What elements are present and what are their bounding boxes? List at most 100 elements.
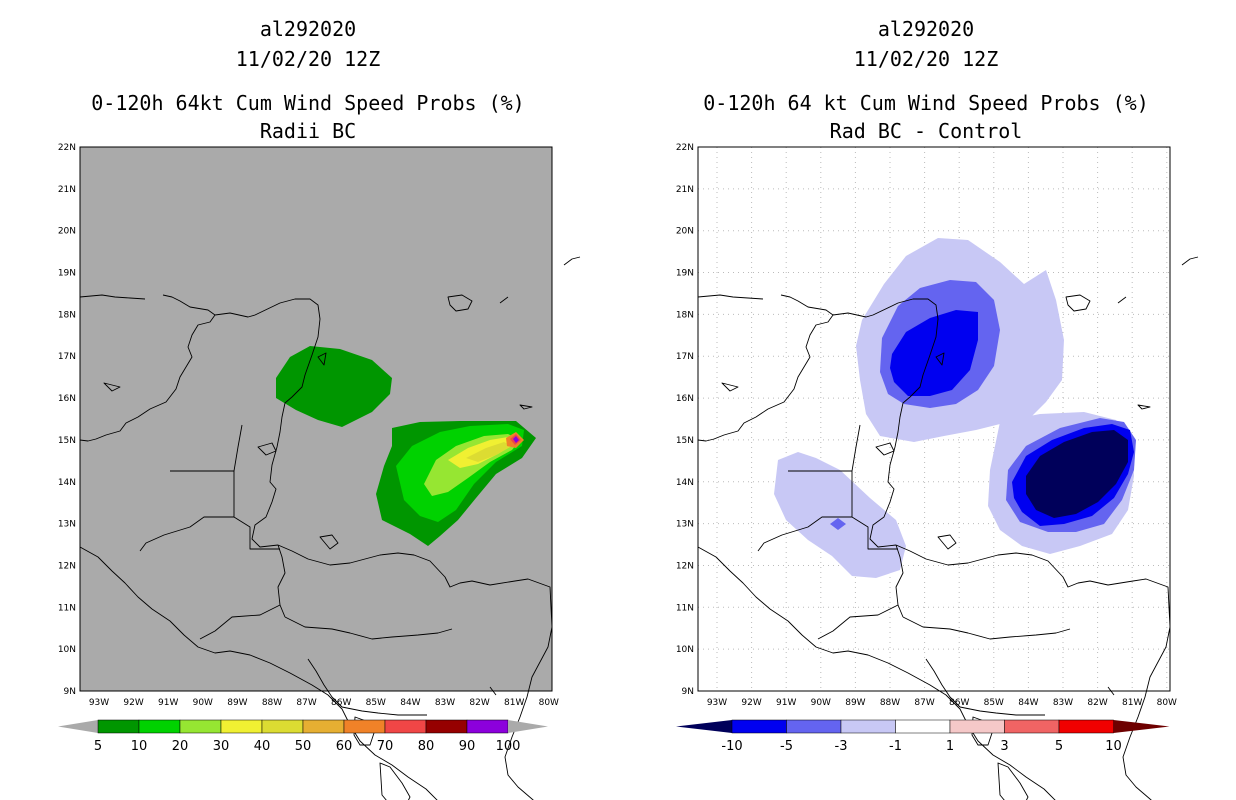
left-colorbar-swatch (343, 719, 386, 734)
right-contour-light-west (774, 452, 906, 578)
right-lon-label: 89W (845, 698, 865, 708)
left-lat-label: 17N (58, 352, 76, 362)
right-lat-label: 16N (676, 394, 694, 404)
left-lat-label: 14N (58, 478, 76, 488)
right-colorbar-swatch (949, 719, 1005, 734)
left-lat-label: 12N (58, 561, 76, 571)
right-lat-label: 22N (676, 143, 694, 153)
left-colorbar-label: 10 (131, 739, 148, 754)
right-lat-label: 15N (676, 436, 694, 446)
left-contour-100pct (513, 436, 519, 443)
right-lat-labels: 22N 21N 20N 19N 18N 17N 16N 15N 14N 13N 12N 11N 10N 9… (676, 143, 694, 697)
left-contour-40pct (466, 442, 512, 462)
right-colorbar-swatch (1004, 719, 1060, 734)
left-lon-label: 89W (227, 698, 247, 708)
right-lon-label: 86W (949, 698, 969, 708)
left-title-subtitle: Radii BC (260, 119, 356, 143)
right-lat-label: 17N (676, 352, 694, 362)
right-colorbar-label: 3 (1000, 739, 1008, 754)
left-colorbar-label: 70 (377, 739, 394, 754)
left-colorbar-swatch (425, 719, 468, 734)
left-lat-label: 20N (58, 227, 76, 237)
left-lat-label: 9N (64, 687, 76, 697)
right-lon-label: 90W (811, 698, 831, 708)
right-title-date: 11/02/20 12Z (854, 47, 999, 71)
left-lon-label: 80W (539, 698, 559, 708)
left-colorbar-label: 50 (295, 739, 312, 754)
right-lon-label: 83W (1053, 698, 1073, 708)
left-lon-label: 92W (123, 698, 143, 708)
left-lon-label: 93W (89, 698, 109, 708)
right-colorbar-swatch (895, 719, 951, 734)
right-map (697, 146, 1199, 800)
right-lat-label: 10N (676, 645, 694, 655)
left-lat-label: 13N (58, 520, 76, 530)
right-colorbar-label: 10 (1105, 739, 1122, 754)
right-lat-label: 9N (682, 687, 694, 697)
left-map-frame (79, 146, 553, 692)
right-map-frame (697, 146, 1171, 692)
left-colorbar-label: 5 (94, 739, 102, 754)
right-colorbar-label: -1 (889, 739, 902, 754)
right-colorbar-label: -3 (835, 739, 848, 754)
left-lat-label: 22N (58, 143, 76, 153)
left-lat-label: 19N (58, 269, 76, 279)
left-lat-labels: 22N 21N 20N 19N 18N 17N 16N 15N 14N 13N 12N 11N 10N 9… (58, 143, 76, 697)
right-lon-label: 87W (914, 698, 934, 708)
left-colorbar-label: 60 (336, 739, 353, 754)
left-lon-label: 82W (469, 698, 489, 708)
right-lat-label: 21N (676, 185, 694, 195)
left-colorbar-label: 30 (213, 739, 230, 754)
left-lon-label: 91W (158, 698, 178, 708)
right-lat-label: 20N (676, 227, 694, 237)
left-colorbar-label: 90 (459, 739, 476, 754)
left-lon-label: 86W (331, 698, 351, 708)
left-colorbar-label: 20 (172, 739, 189, 754)
left-lat-label: 18N (58, 310, 76, 320)
right-lon-label: 93W (707, 698, 727, 708)
left-lat-label: 21N (58, 185, 76, 195)
right-colorbar-label: -10 (721, 739, 742, 754)
right-contour-medium-dot (830, 518, 846, 530)
left-colorbar-high-arrow (508, 720, 548, 733)
right-title-subtitle: Rad BC - Control (830, 119, 1023, 143)
left-colorbar: 5 10 20 30 40 50 60 70 80 90 100 (58, 719, 548, 754)
right-lon-label: 82W (1087, 698, 1107, 708)
right-lat-label: 19N (676, 269, 694, 279)
left-colorbar-low-arrow (58, 720, 98, 733)
right-colorbar-swatch (840, 719, 896, 734)
left-lat-label: 16N (58, 394, 76, 404)
left-colorbar-swatch (384, 719, 427, 734)
right-colorbar-high-arrow (1113, 720, 1170, 733)
right-lat-label: 11N (676, 603, 694, 613)
right-lon-label: 85W (984, 698, 1004, 708)
right-title-storm: al292020 (878, 17, 974, 41)
left-panel: al292020 11/02/20 12Z 0-120h 64kt Cum Wi… (58, 17, 581, 800)
right-panel: al292020 11/02/20 12Z 0-120h 64 kt Cum W… (676, 17, 1199, 800)
left-title-product: 0-120h 64kt Cum Wind Speed Probs (%) (91, 91, 524, 115)
right-colorbar-swatch (786, 719, 842, 734)
left-colorbar-swatch (220, 719, 263, 734)
left-title-storm: al292020 (260, 17, 356, 41)
left-lat-label: 10N (58, 645, 76, 655)
left-lon-label: 87W (296, 698, 316, 708)
left-lon-label: 88W (262, 698, 282, 708)
right-lon-label: 80W (1157, 698, 1177, 708)
left-colorbar-label: 100 (496, 739, 521, 754)
left-colorbar-label: 80 (418, 739, 435, 754)
left-lat-label: 11N (58, 603, 76, 613)
left-colorbar-label: 40 (254, 739, 271, 754)
right-colorbar-low-arrow (676, 720, 732, 733)
right-colorbar-swatch (1058, 719, 1114, 734)
left-colorbar-swatch (179, 719, 222, 734)
left-colorbar-swatch (302, 719, 345, 734)
right-lon-label: 88W (880, 698, 900, 708)
right-title-product: 0-120h 64 kt Cum Wind Speed Probs (%) (703, 91, 1149, 115)
left-lat-label: 15N (58, 436, 76, 446)
right-colorbar-swatch (731, 719, 787, 734)
right-lat-label: 14N (676, 478, 694, 488)
right-lat-label: 13N (676, 520, 694, 530)
right-colorbar: -10 -5 -3 -1 1 3 5 10 (676, 719, 1170, 754)
right-lon-label: 81W (1122, 698, 1142, 708)
